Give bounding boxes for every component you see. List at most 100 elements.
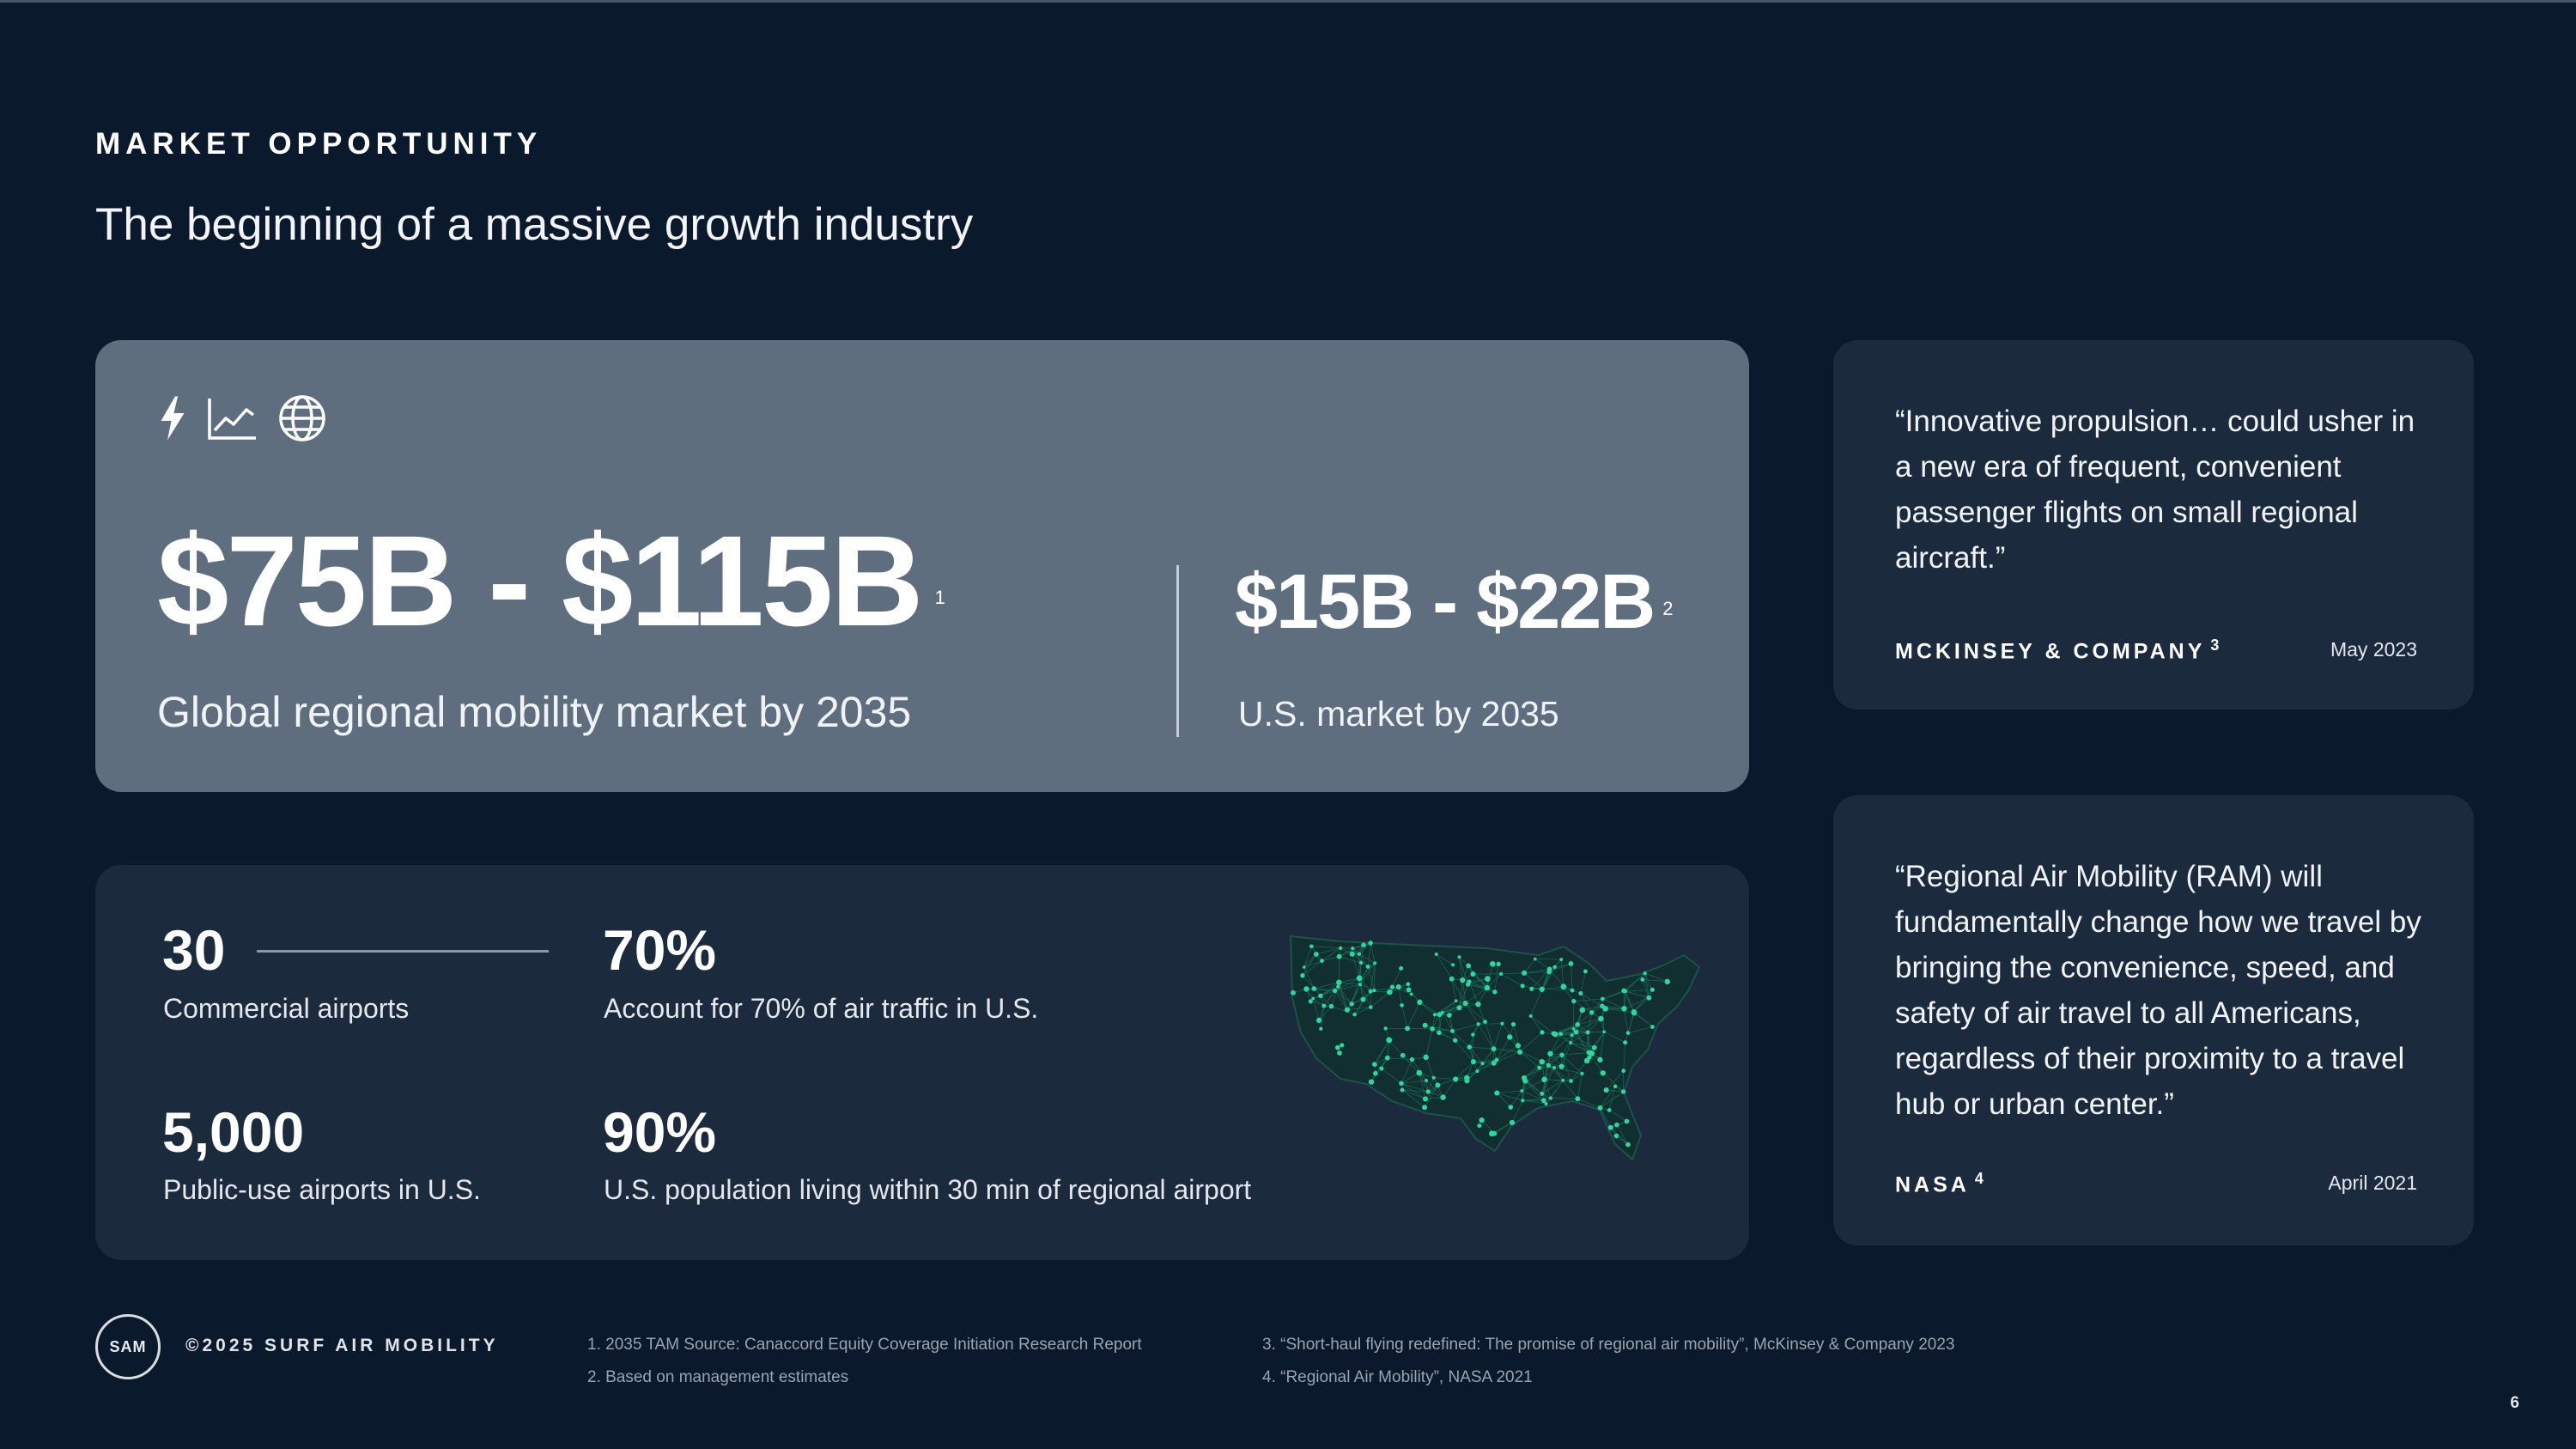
airport-dot bbox=[1360, 996, 1366, 1002]
airport-dot bbox=[1569, 1041, 1573, 1044]
airport-dot bbox=[1435, 1082, 1441, 1088]
airport-dot bbox=[1607, 1108, 1612, 1112]
airport-dot bbox=[1450, 1028, 1455, 1033]
airport-dot bbox=[1477, 1123, 1482, 1129]
source-footnote-marker: 3 bbox=[2210, 636, 2220, 654]
airport-dot bbox=[1371, 1062, 1377, 1067]
airport-dot bbox=[1643, 971, 1647, 976]
airport-dot bbox=[1640, 977, 1645, 982]
airport-dot bbox=[1534, 957, 1537, 961]
airport-dot bbox=[1349, 1002, 1354, 1007]
airport-dot bbox=[1484, 984, 1491, 991]
airport-dot bbox=[1460, 977, 1466, 983]
airport-dot bbox=[1570, 988, 1575, 993]
copyright-text: ©2025 SURF AIR MOBILITY bbox=[185, 1336, 499, 1355]
airport-dot bbox=[1344, 1007, 1351, 1013]
airport-dot bbox=[1389, 984, 1395, 989]
airport-dot bbox=[1400, 1052, 1406, 1058]
airport-dot bbox=[1558, 1063, 1564, 1069]
airport-dot bbox=[1623, 1040, 1628, 1045]
airport-dot bbox=[1321, 1003, 1327, 1008]
footnote: 2. Based on management estimates bbox=[587, 1368, 849, 1386]
stat-value: 70% bbox=[603, 918, 717, 982]
airport-dot bbox=[1551, 1031, 1557, 1037]
airport-dot bbox=[1291, 989, 1297, 995]
airport-dot bbox=[1591, 1044, 1597, 1050]
airport-dot bbox=[1559, 958, 1564, 961]
airport-dot bbox=[1432, 1013, 1437, 1017]
airport-dot bbox=[1337, 1050, 1342, 1056]
airport-dot bbox=[1395, 984, 1401, 990]
airport-dot bbox=[1384, 1055, 1390, 1061]
airport-dot bbox=[1507, 1034, 1513, 1040]
airport-dot bbox=[1358, 960, 1364, 965]
airport-dot bbox=[1494, 1057, 1499, 1062]
footnote: 4. “Regional Air Mobility”, NASA 2021 bbox=[1262, 1368, 1533, 1386]
stat-label: Public-use airports in U.S. bbox=[163, 1174, 481, 1205]
airport-dot bbox=[1417, 999, 1423, 1005]
footnote: 3. “Short-haul flying redefined: The pro… bbox=[1262, 1336, 1955, 1354]
airport-dot bbox=[1320, 959, 1324, 964]
airport-dot bbox=[1578, 991, 1583, 996]
lightning-icon bbox=[157, 394, 188, 442]
airport-dot bbox=[1540, 1098, 1546, 1104]
airport-dot bbox=[1357, 952, 1362, 956]
airport-dot bbox=[1336, 953, 1342, 959]
airport-dot bbox=[1614, 1122, 1619, 1128]
airport-dot bbox=[1368, 989, 1373, 994]
airport-dot bbox=[1500, 1021, 1504, 1026]
airport-dot bbox=[1492, 989, 1498, 995]
airport-dot bbox=[1447, 1013, 1452, 1018]
airport-dot bbox=[1471, 1032, 1475, 1037]
global-market-caption: Global regional mobility market by 2035 bbox=[157, 688, 912, 736]
airport-dot bbox=[1600, 996, 1605, 1002]
airport-dot bbox=[1372, 988, 1376, 993]
airport-dot bbox=[1425, 1079, 1429, 1082]
airport-dot bbox=[1422, 1022, 1428, 1028]
airport-dot bbox=[1522, 970, 1528, 976]
market-size-card: $75B - $115B 1 Global regional mobility m… bbox=[95, 340, 1749, 792]
airport-dot bbox=[1303, 986, 1309, 992]
airport-dot bbox=[1544, 1102, 1548, 1106]
airport-dot bbox=[1416, 1069, 1423, 1076]
airport-dot bbox=[1334, 1044, 1340, 1050]
airport-dot bbox=[1631, 1009, 1637, 1016]
airport-dot bbox=[1470, 971, 1476, 977]
airport-dot bbox=[1476, 1022, 1480, 1026]
airport-dot bbox=[1589, 1050, 1595, 1056]
quote-card-mckinsey: “Innovative propulsion… could usher in a… bbox=[1833, 340, 2474, 709]
airport-dot bbox=[1583, 969, 1588, 974]
company-logo: SAM bbox=[95, 1314, 161, 1379]
airport-dot bbox=[1464, 1075, 1470, 1081]
airport-dot bbox=[1625, 1031, 1631, 1035]
airport-dot bbox=[1600, 1003, 1605, 1009]
airport-dot bbox=[1434, 953, 1438, 956]
airport-dot bbox=[1399, 965, 1404, 971]
airport-dot bbox=[1580, 1071, 1584, 1076]
airport-dot bbox=[1480, 1062, 1485, 1066]
airport-dot bbox=[1368, 1079, 1375, 1085]
airport-dot bbox=[1552, 1065, 1557, 1070]
airport-dot bbox=[1597, 1056, 1603, 1063]
airport-dot bbox=[1349, 951, 1355, 957]
quote-text: “Regional Air Mobility (RAM) will fundam… bbox=[1895, 860, 2421, 1121]
airport-dot bbox=[1570, 1032, 1574, 1038]
airport-dot bbox=[1491, 1046, 1497, 1052]
airport-dot bbox=[1454, 999, 1458, 1002]
airport-dot bbox=[1383, 1026, 1388, 1031]
airport-dot bbox=[1568, 961, 1574, 966]
page-title: The beginning of a massive growth indust… bbox=[95, 199, 974, 250]
airport-dot bbox=[1340, 1043, 1345, 1048]
airport-dot bbox=[1409, 992, 1413, 996]
airport-dot bbox=[1351, 947, 1355, 951]
quote-source: MCKINSEY & COMPANY 3 bbox=[1895, 636, 2220, 664]
airport-dot bbox=[1528, 1014, 1533, 1018]
airport-dot bbox=[1560, 983, 1567, 990]
quote-card-nasa: “Regional Air Mobility (RAM) will fundam… bbox=[1833, 795, 2474, 1245]
airport-dot bbox=[1540, 1030, 1545, 1035]
icon-row bbox=[157, 393, 327, 443]
airport-dot bbox=[1520, 1089, 1524, 1093]
airport-dot bbox=[1379, 1066, 1384, 1071]
globe-icon bbox=[277, 393, 327, 443]
airport-dot bbox=[1470, 1059, 1476, 1065]
